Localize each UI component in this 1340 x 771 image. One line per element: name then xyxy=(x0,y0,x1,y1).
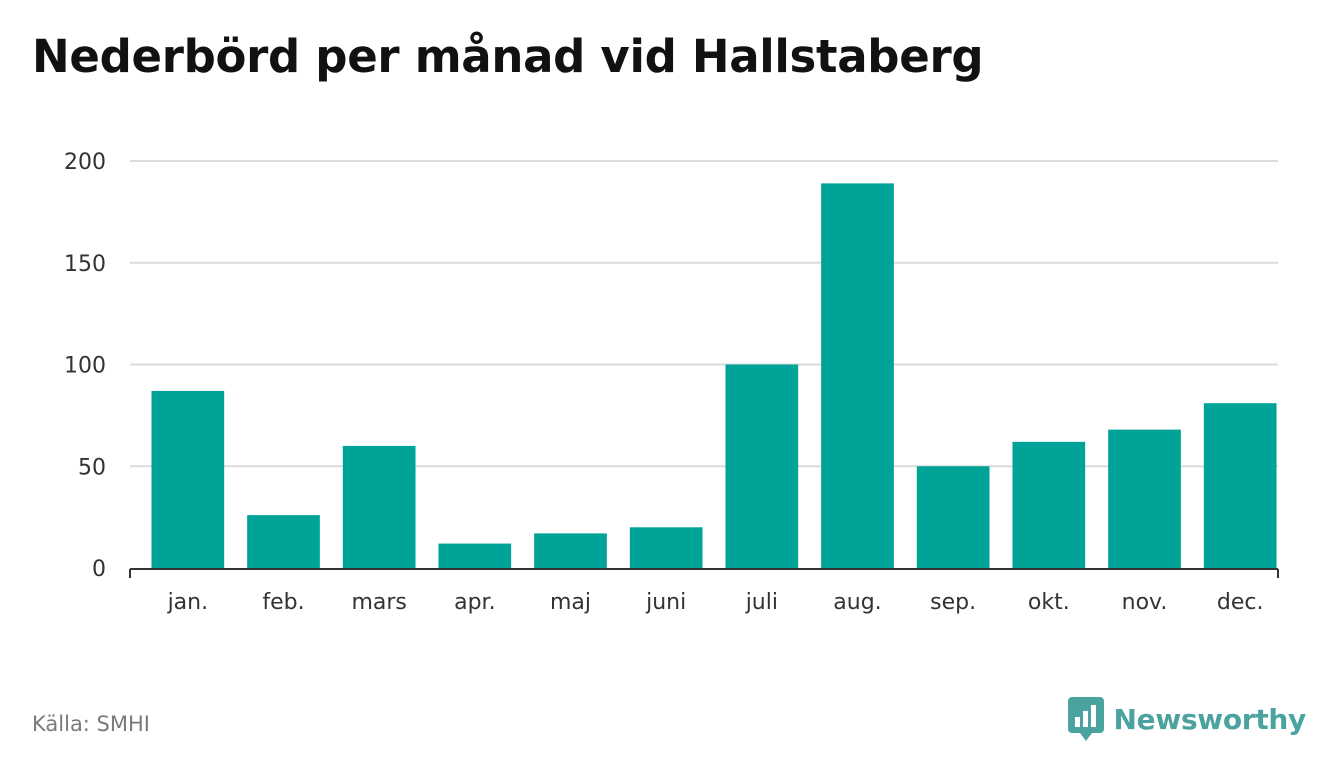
y-tick-label: 200 xyxy=(64,150,106,175)
newsworthy-chart-bubble-icon xyxy=(1067,697,1104,741)
bar-aug xyxy=(821,183,894,568)
source-note: Källa: SMHI xyxy=(32,712,150,736)
x-tick-label: nov. xyxy=(1122,590,1168,615)
brand-logo: Newsworthy xyxy=(1067,697,1307,741)
y-tick-label: 150 xyxy=(64,252,106,277)
x-tick-label: okt. xyxy=(1028,590,1070,615)
brand-name: Newsworthy xyxy=(1113,702,1307,736)
x-tick-label: mars xyxy=(351,590,406,615)
bar-okt xyxy=(1012,441,1086,568)
bar-juli xyxy=(725,364,799,568)
bar-maj xyxy=(534,533,607,568)
bar-dec xyxy=(1203,403,1277,568)
chart-title: Nederbörd per månad vid Hallstaberg xyxy=(32,30,984,83)
bars xyxy=(151,183,1277,568)
bar-feb xyxy=(247,515,320,568)
x-tick-label: dec. xyxy=(1217,590,1264,615)
bar-apr xyxy=(438,543,512,568)
y-tick-label: 100 xyxy=(64,354,106,379)
x-tick-label: juni xyxy=(645,590,686,615)
x-tick-label: sep. xyxy=(930,590,976,615)
bar-jan xyxy=(151,390,225,568)
x-axis xyxy=(129,568,1279,578)
x-tick-label: juli xyxy=(745,590,778,615)
x-tick-label: jan. xyxy=(167,590,209,615)
x-tick-label: aug. xyxy=(833,590,881,615)
bar-juni xyxy=(629,527,703,568)
grid-lines xyxy=(130,160,1278,468)
x-tick-label: apr. xyxy=(454,590,495,615)
y-tick-label: 0 xyxy=(92,557,106,582)
y-tick-label: 50 xyxy=(78,455,106,480)
bar-nov xyxy=(1108,429,1181,568)
x-tick-label: feb. xyxy=(262,590,304,615)
x-tick-label: maj xyxy=(550,590,591,615)
bar-mars xyxy=(342,445,416,568)
tick-labels: 0 50 100 150 200 jan. feb. mars apr. maj juni juli a… xyxy=(64,150,1263,615)
bar-sep xyxy=(916,466,990,568)
